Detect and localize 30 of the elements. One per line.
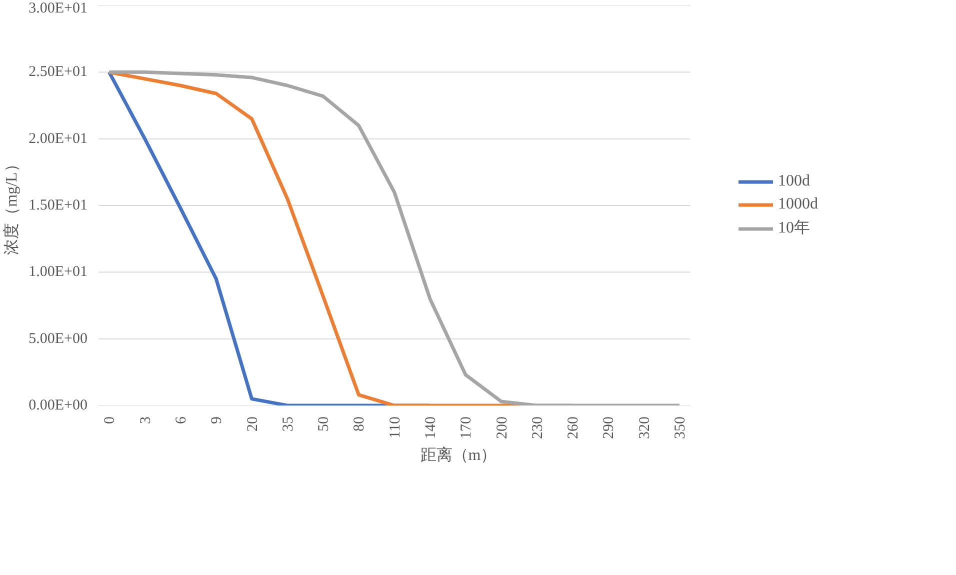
- x-tick-label: 230: [530, 416, 546, 439]
- x-tick-label: 350: [672, 416, 688, 439]
- legend-label: 1000d: [778, 196, 818, 214]
- x-tick-label: 260: [566, 416, 582, 439]
- y-tick-label: 3.00E+01: [28, 0, 88, 16]
- x-tick-label: 170: [458, 416, 475, 439]
- y-tick-label: 2.00E+01: [28, 130, 88, 147]
- x-tick-label: 320: [636, 416, 653, 439]
- y-tick-label: 2.50E+01: [28, 64, 88, 80]
- x-tick-label: 0: [102, 416, 118, 424]
- x-tick-label: 110: [387, 416, 404, 438]
- x-tick-label: 9: [209, 416, 226, 424]
- x-tick-label: 50: [316, 416, 332, 432]
- y-axis-title: 浓度（mg/L）: [2, 156, 21, 255]
- x-tick-label: 290: [601, 416, 618, 439]
- y-tick-label: 5.00E+00: [28, 330, 88, 347]
- x-tick-label: 35: [280, 416, 296, 432]
- y-tick-label: 1.00E+01: [28, 264, 88, 280]
- x-tick-label: 3: [138, 416, 154, 424]
- line-series: [107, 70, 682, 406]
- y-tick-label: 0.00E+00: [28, 398, 88, 414]
- x-axis-title: 距离（m）: [420, 446, 497, 464]
- legend-label: 10年: [778, 218, 810, 238]
- y-tick-label: 1.50E+01: [28, 198, 88, 214]
- x-tick-label: 20: [244, 416, 261, 432]
- x-tick-label: 200: [494, 416, 510, 439]
- x-tick-label: 6: [173, 416, 190, 424]
- x-tick-label: 80: [352, 416, 368, 432]
- legend-label: 100d: [778, 172, 810, 190]
- x-tick-label: 140: [422, 416, 439, 439]
